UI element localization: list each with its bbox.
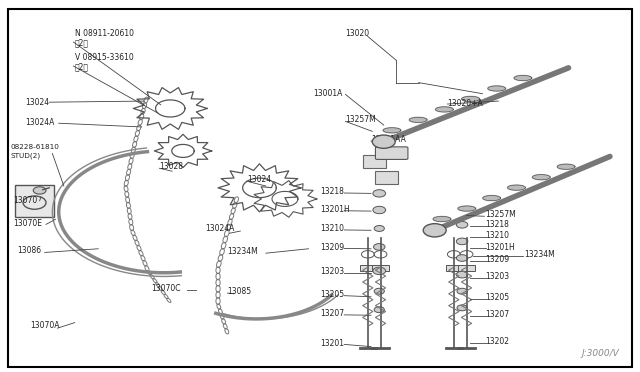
Circle shape — [423, 224, 446, 237]
Text: 13207: 13207 — [486, 310, 510, 319]
Circle shape — [374, 288, 385, 294]
Text: 13207: 13207 — [320, 309, 344, 318]
Text: 13024: 13024 — [246, 175, 271, 184]
Text: 13218: 13218 — [486, 220, 509, 230]
Text: 13203: 13203 — [320, 267, 344, 276]
Text: 13085: 13085 — [228, 287, 252, 296]
FancyBboxPatch shape — [376, 147, 408, 160]
Polygon shape — [557, 164, 575, 169]
Text: STUD(2): STUD(2) — [11, 152, 41, 159]
Polygon shape — [483, 196, 500, 201]
Text: 13024A: 13024A — [26, 118, 55, 127]
FancyBboxPatch shape — [445, 265, 462, 271]
Text: 13201H: 13201H — [320, 205, 349, 214]
Text: 13209: 13209 — [486, 255, 510, 264]
Text: 13020: 13020 — [346, 29, 370, 38]
Circle shape — [374, 225, 385, 231]
Text: 13201H: 13201H — [486, 243, 515, 251]
Text: 13001AA: 13001AA — [371, 135, 406, 144]
Circle shape — [457, 288, 467, 294]
Circle shape — [456, 255, 468, 261]
Text: 13020+A: 13020+A — [447, 99, 483, 108]
Circle shape — [373, 206, 386, 214]
Polygon shape — [433, 217, 451, 222]
FancyBboxPatch shape — [8, 9, 632, 367]
FancyBboxPatch shape — [376, 171, 398, 184]
Text: 13205: 13205 — [320, 290, 344, 299]
Text: 13203: 13203 — [486, 272, 510, 281]
FancyBboxPatch shape — [15, 185, 54, 217]
Polygon shape — [532, 174, 550, 180]
FancyBboxPatch shape — [458, 265, 475, 271]
Text: 13024: 13024 — [26, 98, 50, 107]
Text: 13234M: 13234M — [524, 250, 555, 259]
Circle shape — [456, 271, 468, 278]
FancyBboxPatch shape — [363, 155, 386, 167]
Circle shape — [372, 135, 395, 148]
Polygon shape — [435, 107, 453, 112]
Polygon shape — [508, 185, 525, 190]
Text: 13202: 13202 — [486, 337, 509, 346]
Polygon shape — [383, 128, 401, 133]
Text: 13257M: 13257M — [486, 211, 516, 219]
Text: 13234M: 13234M — [228, 247, 259, 256]
Text: （2）: （2） — [75, 63, 89, 72]
Circle shape — [456, 221, 468, 228]
Text: 13257M: 13257M — [346, 115, 376, 125]
Text: 13218: 13218 — [320, 187, 344, 196]
Text: 13024A: 13024A — [205, 224, 235, 233]
Text: 13001A: 13001A — [314, 89, 343, 97]
Text: 13209: 13209 — [320, 243, 344, 251]
Circle shape — [33, 187, 46, 194]
Circle shape — [457, 305, 467, 311]
Polygon shape — [514, 76, 532, 81]
Polygon shape — [488, 86, 506, 91]
Text: 13086: 13086 — [17, 246, 42, 255]
Circle shape — [456, 238, 468, 245]
Polygon shape — [409, 117, 427, 122]
Text: 13201: 13201 — [320, 339, 344, 347]
Text: 13210: 13210 — [320, 224, 344, 233]
Polygon shape — [458, 206, 476, 211]
Circle shape — [373, 267, 386, 275]
FancyBboxPatch shape — [360, 265, 376, 271]
Text: V 08915-33610: V 08915-33610 — [75, 54, 133, 62]
Polygon shape — [461, 96, 479, 102]
Text: 13210: 13210 — [486, 231, 509, 240]
Text: J:3000/V: J:3000/V — [582, 349, 620, 358]
Text: （2）: （2） — [75, 39, 89, 48]
Text: 13070: 13070 — [13, 196, 37, 205]
FancyBboxPatch shape — [372, 265, 389, 271]
Text: N 08911-20610: N 08911-20610 — [75, 29, 134, 38]
Circle shape — [374, 307, 385, 312]
Text: 08228-61810: 08228-61810 — [11, 144, 60, 150]
Text: 13205: 13205 — [486, 293, 510, 302]
Circle shape — [373, 190, 386, 197]
Text: 13070C: 13070C — [151, 284, 180, 293]
Circle shape — [374, 244, 385, 250]
Text: 13070A: 13070A — [30, 321, 60, 330]
Text: 13028: 13028 — [159, 163, 184, 171]
Text: 13070E: 13070E — [13, 218, 42, 228]
